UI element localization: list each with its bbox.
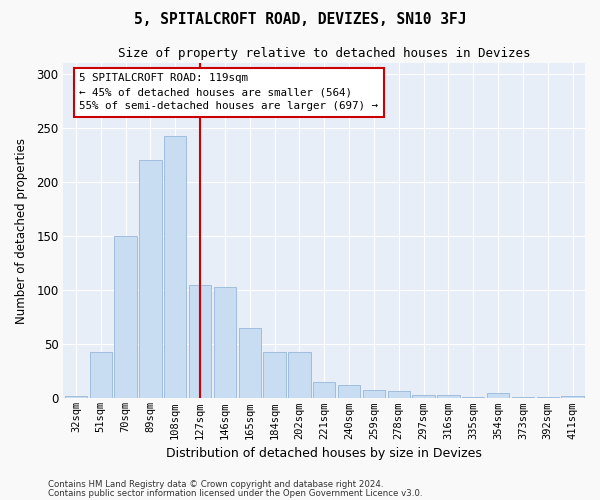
Bar (338, 386, 360, 398)
Title: Size of property relative to detached houses in Devizes: Size of property relative to detached ho… (118, 48, 530, 60)
Text: 5, SPITALCROFT ROAD, DEVIZES, SN10 3FJ: 5, SPITALCROFT ROAD, DEVIZES, SN10 3FJ (134, 12, 466, 28)
Bar (437, 395, 460, 398)
Text: Contains HM Land Registry data © Crown copyright and database right 2024.: Contains HM Land Registry data © Crown c… (48, 480, 383, 489)
Y-axis label: Number of detached properties: Number of detached properties (15, 138, 28, 324)
Bar (164, 136, 187, 398)
X-axis label: Distribution of detached houses by size in Devizes: Distribution of detached houses by size … (166, 447, 482, 460)
Bar (65, 396, 87, 398)
Bar (562, 396, 584, 398)
Bar (239, 328, 261, 398)
Bar (214, 287, 236, 399)
Bar (89, 352, 112, 399)
Bar (263, 352, 286, 399)
Text: Contains public sector information licensed under the Open Government Licence v3: Contains public sector information licen… (48, 488, 422, 498)
Bar (412, 395, 435, 398)
Bar (487, 393, 509, 398)
Bar (388, 391, 410, 398)
Bar (189, 285, 211, 399)
Bar (139, 160, 161, 398)
Bar (288, 352, 311, 399)
Text: 5 SPITALCROFT ROAD: 119sqm
← 45% of detached houses are smaller (564)
55% of sem: 5 SPITALCROFT ROAD: 119sqm ← 45% of deta… (79, 73, 378, 111)
Bar (115, 236, 137, 398)
Bar (363, 390, 385, 398)
Bar (313, 382, 335, 398)
